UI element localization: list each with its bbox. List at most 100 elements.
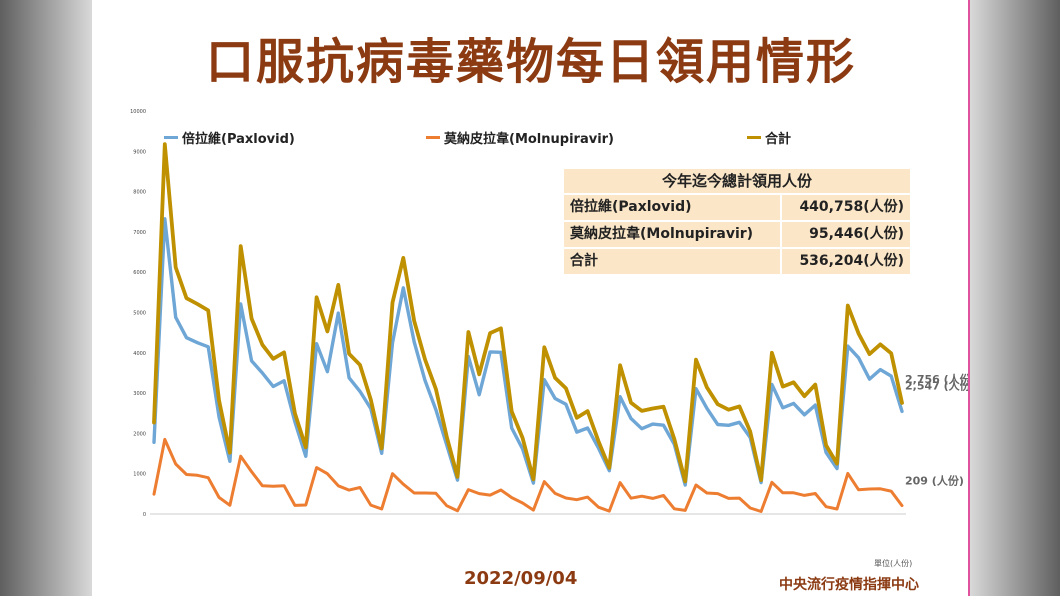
data-point xyxy=(706,386,708,388)
data-point xyxy=(196,342,198,344)
data-point xyxy=(294,504,296,506)
data-point xyxy=(500,351,502,353)
data-point xyxy=(641,495,643,497)
data-point xyxy=(164,218,166,220)
data-point xyxy=(576,499,578,501)
data-point xyxy=(196,303,198,305)
data-point xyxy=(858,357,860,359)
line-chart: 0 1000 2000 3000 4000 5000 6000 7000 8000 9000 100… xyxy=(130,109,968,518)
data-point xyxy=(348,377,350,379)
legend-label-total: 合計 xyxy=(765,132,792,147)
legend-swatch-paxlovid xyxy=(164,136,178,139)
data-point xyxy=(587,410,589,412)
data-point xyxy=(858,333,860,335)
data-point xyxy=(662,494,665,497)
data-point xyxy=(207,477,209,479)
data-point xyxy=(511,410,513,413)
legend-molnupiravir: 莫納皮拉韋(Molnupiravir) xyxy=(426,128,614,147)
data-point xyxy=(478,373,480,375)
summary-row-paxlovid: 倍拉維(Paxlovid) 440,758(人份) xyxy=(564,195,910,220)
data-point xyxy=(381,452,383,454)
data-point xyxy=(619,396,621,398)
legend-swatch-total xyxy=(747,136,761,139)
data-point xyxy=(522,448,524,450)
legend-label-paxlovid: 倍拉維(Paxlovid) xyxy=(182,132,295,147)
data-point xyxy=(402,287,404,289)
data-point xyxy=(240,455,242,457)
data-point xyxy=(858,489,860,491)
end-label-paxlovid: 2,547 (人份) xyxy=(905,378,968,392)
page-title: 口服抗病毒藥物每日領用情形 xyxy=(205,34,856,90)
background-right xyxy=(970,0,1060,596)
data-point xyxy=(272,385,274,388)
data-point xyxy=(337,485,339,487)
data-point xyxy=(413,492,415,494)
data-point xyxy=(251,360,253,362)
data-point xyxy=(175,316,177,318)
data-point xyxy=(597,447,600,449)
data-point xyxy=(272,485,274,487)
data-point xyxy=(717,403,719,405)
data-point xyxy=(825,444,827,446)
summary-value: 440,758(人份) xyxy=(782,195,910,220)
data-point xyxy=(847,472,849,474)
data-point xyxy=(901,410,903,412)
data-point xyxy=(261,344,263,346)
data-point xyxy=(641,428,643,430)
data-point xyxy=(240,245,242,247)
y-tick-label: 1000 xyxy=(133,472,146,478)
data-point xyxy=(543,346,545,348)
data-point xyxy=(164,438,166,440)
y-tick-label: 4000 xyxy=(133,351,146,357)
background-left xyxy=(0,0,92,596)
data-point xyxy=(576,431,578,433)
data-point xyxy=(348,353,350,355)
data-point xyxy=(630,497,632,499)
data-point xyxy=(359,486,361,489)
summary-row-total: 合計 536,204(人份) xyxy=(564,249,910,274)
data-point xyxy=(381,447,383,449)
data-point xyxy=(370,504,372,506)
data-point xyxy=(305,504,307,506)
summary-label: 莫納皮拉韋(Molnupiravir) xyxy=(564,222,780,247)
data-point xyxy=(695,484,697,486)
data-point xyxy=(218,496,220,498)
data-point xyxy=(771,383,773,386)
data-point xyxy=(673,438,675,440)
data-point xyxy=(662,424,665,426)
data-point xyxy=(760,482,762,484)
data-point xyxy=(652,423,654,425)
data-point xyxy=(879,343,881,345)
data-point xyxy=(803,414,806,416)
data-point xyxy=(565,497,567,499)
summary-label: 倍拉維(Paxlovid) xyxy=(564,195,780,220)
data-point xyxy=(717,493,719,495)
data-point xyxy=(153,421,155,424)
data-point xyxy=(305,446,307,448)
data-point xyxy=(587,496,589,498)
data-point xyxy=(511,497,513,499)
data-point xyxy=(359,390,361,392)
data-point xyxy=(565,387,567,389)
data-point xyxy=(500,327,502,329)
data-point xyxy=(890,490,892,492)
data-point xyxy=(261,372,263,374)
data-point xyxy=(207,346,209,348)
data-point xyxy=(608,467,610,469)
data-point xyxy=(489,494,491,496)
data-point xyxy=(294,412,296,414)
summary-label: 合計 xyxy=(564,249,780,274)
data-point xyxy=(424,358,426,360)
data-point xyxy=(391,473,394,475)
data-point xyxy=(316,296,318,298)
data-point xyxy=(229,452,231,454)
data-point xyxy=(738,497,741,499)
data-point xyxy=(316,467,318,469)
data-point xyxy=(706,407,708,409)
data-point xyxy=(749,507,751,509)
data-point xyxy=(489,332,491,334)
data-point xyxy=(619,364,621,366)
summary-value: 95,446(人份) xyxy=(782,222,910,247)
data-point xyxy=(511,427,513,429)
data-point xyxy=(879,488,881,490)
